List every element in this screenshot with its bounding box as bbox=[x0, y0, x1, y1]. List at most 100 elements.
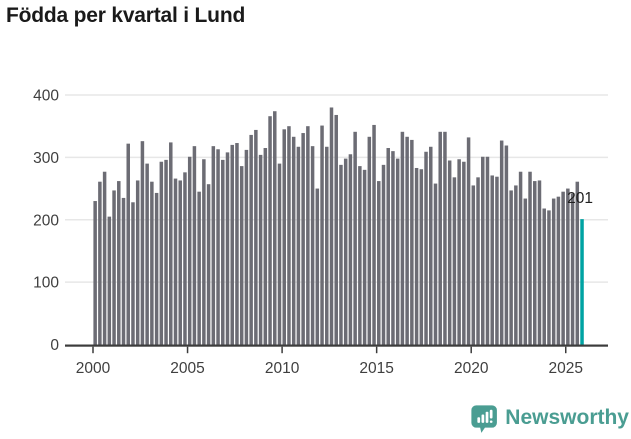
bar-2019-Q4 bbox=[466, 137, 471, 345]
y-axis-tick-label: 200 bbox=[33, 212, 59, 229]
bar-2005-Q2 bbox=[192, 146, 197, 345]
bar-2024-Q4 bbox=[561, 191, 565, 345]
bar-2025-Q4 bbox=[580, 219, 584, 345]
bar-2015-Q1 bbox=[377, 181, 381, 345]
bar-2025-Q2 bbox=[570, 193, 575, 345]
bar-2005-Q1 bbox=[187, 156, 192, 345]
bar-2010-Q3 bbox=[291, 136, 296, 345]
bar-2007-Q2 bbox=[230, 144, 234, 345]
bar-2024-Q1 bbox=[547, 210, 551, 345]
bar-2010-Q4 bbox=[296, 146, 301, 345]
bar-2006-Q4 bbox=[221, 159, 225, 345]
bar-2021-Q1 bbox=[490, 175, 494, 345]
bar-2019-Q2 bbox=[457, 159, 461, 345]
bar-2007-Q3 bbox=[235, 143, 239, 345]
bar-2021-Q4 bbox=[504, 145, 509, 345]
bar-2008-Q1 bbox=[244, 149, 249, 345]
y-axis-tick-label: 300 bbox=[33, 150, 59, 167]
x-axis-tick-2025 bbox=[565, 346, 567, 354]
bar-2022-Q4 bbox=[523, 198, 528, 345]
newsworthy-brand-text: Newsworthy bbox=[505, 406, 629, 429]
mini-bar-chart-glyph bbox=[477, 409, 493, 423]
bar-2014-Q4 bbox=[372, 124, 376, 345]
bar-2017-Q4 bbox=[429, 146, 433, 345]
bar-2021-Q2 bbox=[495, 176, 499, 345]
bar-2016-Q2 bbox=[400, 131, 405, 345]
bar-2003-Q4 bbox=[164, 159, 168, 345]
bar-2012-Q4 bbox=[334, 114, 338, 345]
bar-2018-Q3 bbox=[443, 131, 447, 345]
bar-2011-Q1 bbox=[301, 133, 305, 345]
x-axis-tick-label: 2020 bbox=[454, 360, 489, 377]
bar-2000-Q4 bbox=[107, 216, 112, 345]
bar-2020-Q2 bbox=[476, 177, 480, 345]
bar-2002-Q2 bbox=[135, 180, 140, 345]
bar-2013-Q2 bbox=[343, 158, 348, 345]
bar-2009-Q3 bbox=[273, 111, 277, 345]
bar-2001-Q4 bbox=[126, 143, 130, 345]
bar-2000-Q2 bbox=[98, 181, 102, 345]
bar-2007-Q4 bbox=[239, 166, 244, 345]
newsworthy-logo[interactable]: Newsworthy bbox=[469, 398, 629, 438]
bar-2017-Q3 bbox=[424, 151, 428, 345]
bar-2009-Q1 bbox=[263, 148, 268, 345]
bar-2023-Q2 bbox=[533, 181, 537, 345]
bar-2009-Q4 bbox=[277, 163, 282, 345]
bar-2022-Q2 bbox=[514, 185, 518, 345]
bar-2013-Q1 bbox=[339, 164, 343, 345]
bar-2002-Q3 bbox=[140, 141, 145, 345]
bar-2011-Q2 bbox=[306, 126, 310, 345]
bar-2022-Q1 bbox=[509, 190, 513, 345]
bar-2005-Q3 bbox=[197, 191, 201, 345]
bar-2012-Q2 bbox=[325, 146, 329, 345]
bar-2023-Q4 bbox=[542, 208, 546, 345]
bar-2004-Q2 bbox=[173, 178, 178, 345]
bar-2019-Q3 bbox=[462, 161, 466, 345]
bar-2013-Q3 bbox=[348, 154, 353, 345]
bar-2014-Q3 bbox=[367, 136, 372, 345]
y-axis-tick-label: 400 bbox=[33, 88, 59, 105]
bar-2004-Q3 bbox=[178, 180, 182, 345]
bar-2005-Q4 bbox=[202, 159, 206, 345]
bar-2015-Q2 bbox=[381, 164, 386, 345]
x-axis-tick-2010 bbox=[281, 346, 283, 354]
bar-2009-Q2 bbox=[268, 116, 272, 345]
bar-2008-Q2 bbox=[249, 134, 253, 345]
bar-2003-Q3 bbox=[159, 161, 164, 345]
newsworthy-bubble-chart-icon bbox=[471, 404, 497, 433]
bar-2015-Q4 bbox=[391, 151, 395, 345]
bar-2006-Q2 bbox=[211, 146, 216, 345]
bar-2025-Q3 bbox=[575, 181, 580, 345]
bar-2014-Q1 bbox=[358, 166, 362, 345]
bar-2016-Q3 bbox=[405, 136, 409, 345]
bar-2025-Q1 bbox=[566, 188, 570, 345]
x-axis-tick-label: 2000 bbox=[76, 360, 111, 377]
bar-2011-Q3 bbox=[310, 146, 315, 345]
x-axis-tick-2020 bbox=[470, 346, 472, 354]
bar-2021-Q3 bbox=[499, 140, 504, 345]
bar-2019-Q1 bbox=[452, 177, 457, 345]
bar-chart: 0 100 200 300 400 2000 2005 2010 2015 2020 2025 201 bbox=[33, 88, 608, 377]
x-axis-tick-2015 bbox=[375, 346, 378, 354]
bar-2020-Q4 bbox=[485, 156, 490, 345]
bar-2003-Q1 bbox=[150, 181, 154, 345]
bar-2023-Q3 bbox=[537, 180, 542, 345]
bar-2012-Q3 bbox=[329, 107, 334, 345]
bar-2017-Q1 bbox=[414, 167, 419, 345]
chart-title: Födda per kvartal i Lund bbox=[6, 4, 246, 27]
bar-2006-Q3 bbox=[216, 149, 220, 345]
bar-2007-Q1 bbox=[225, 152, 230, 345]
x-axis-tick-label: 2005 bbox=[170, 360, 204, 377]
bar-2006-Q1 bbox=[206, 184, 211, 345]
x-axis-line bbox=[65, 344, 608, 347]
x-axis-tick-label: 2025 bbox=[549, 360, 583, 377]
bar-2016-Q4 bbox=[410, 139, 414, 345]
bar-2022-Q3 bbox=[518, 171, 523, 345]
bar-2020-Q1 bbox=[471, 185, 476, 345]
bar-2010-Q2 bbox=[287, 126, 291, 345]
bar-2024-Q2 bbox=[551, 198, 556, 345]
bar-2017-Q2 bbox=[419, 169, 424, 345]
bar-2003-Q2 bbox=[154, 192, 159, 345]
x-axis-tick-label: 2010 bbox=[265, 360, 300, 377]
bar-2024-Q3 bbox=[556, 196, 561, 345]
